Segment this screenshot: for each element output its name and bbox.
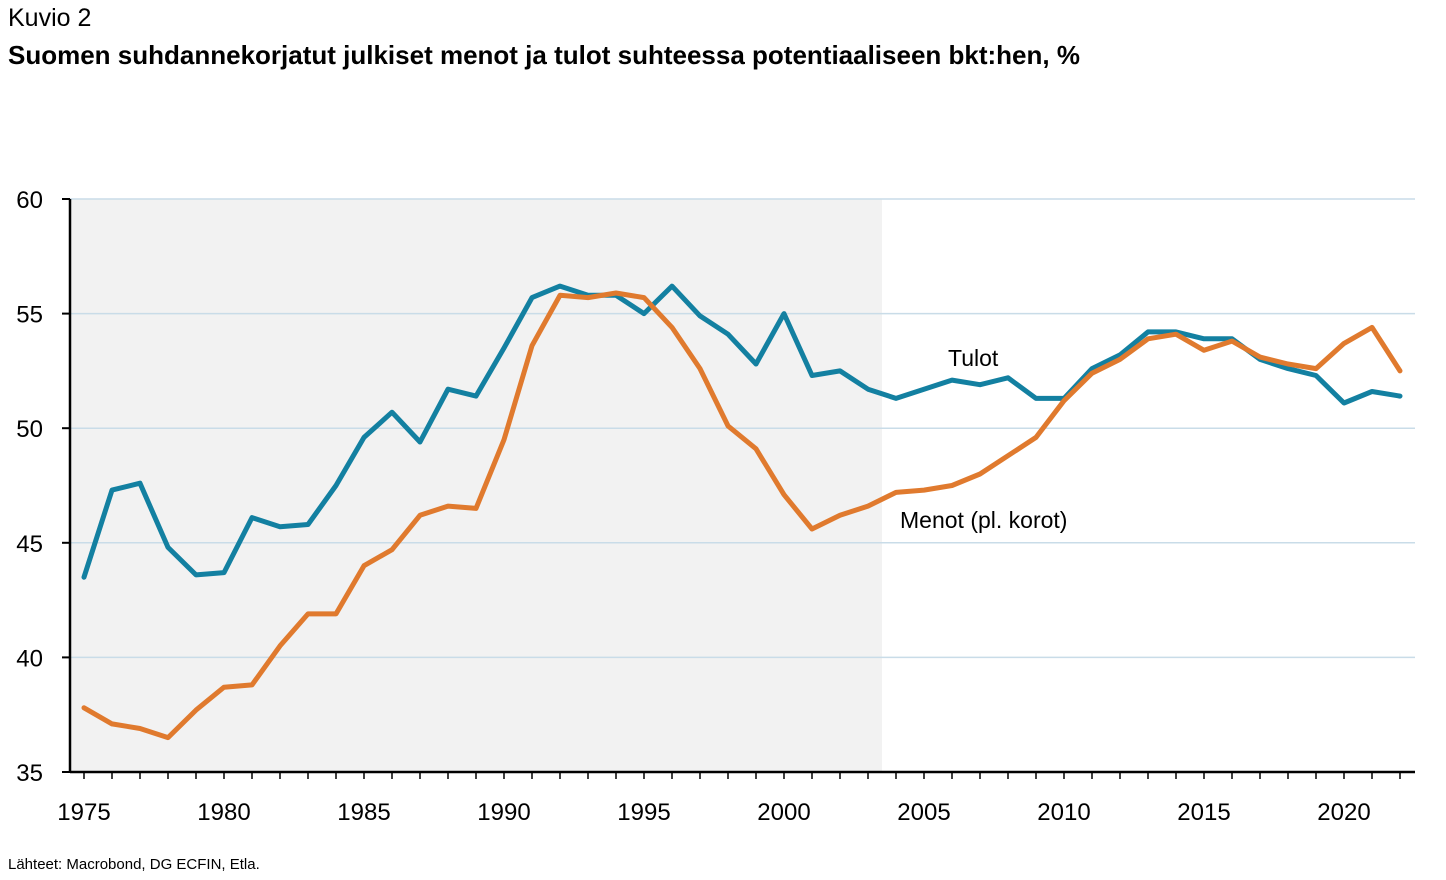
x-tick-label-1995: 1995 xyxy=(617,799,670,826)
series-label-menot: Menot (pl. korot) xyxy=(900,507,1067,533)
y-tick-label-60: 60 xyxy=(16,187,43,214)
series-line-menot xyxy=(81,290,1403,741)
series-lines xyxy=(81,283,1403,741)
y-tick-label-40: 40 xyxy=(16,645,43,672)
x-axis-ticks: 1975 1980 1985 1990 1995 2000 2005 2010 2015 2020 xyxy=(57,772,1401,826)
chart-title: Suomen suhdannekorjatut julkiset menot j… xyxy=(8,40,1080,70)
x-tick-label-1980: 1980 xyxy=(197,799,250,826)
y-axis-ticks: 35 40 45 50 55 60 xyxy=(16,187,70,787)
x-tick-label-1975: 1975 xyxy=(57,799,110,826)
x-tick-label-2010: 2010 xyxy=(1037,799,1090,826)
x-tick-label-1990: 1990 xyxy=(477,799,530,826)
y-tick-label-45: 45 xyxy=(16,531,43,558)
line-chart: 35 40 45 50 55 60 1975 1980 1985 1990 1995 2000 200… xyxy=(16,187,1415,826)
series-label-tulot: Tulot xyxy=(948,345,999,371)
y-tick-label-35: 35 xyxy=(16,760,43,787)
x-tick-label-1985: 1985 xyxy=(337,799,390,826)
x-tick-label-2000: 2000 xyxy=(757,799,810,826)
x-tick-label-2005: 2005 xyxy=(897,799,950,826)
y-tick-label-55: 55 xyxy=(16,302,43,329)
gridlines xyxy=(70,198,1415,659)
series-line-tulot xyxy=(81,283,1403,580)
source-note: Lähteet: Macrobond, DG ECFIN, Etla. xyxy=(8,856,260,873)
figure-kicker: Kuvio 2 xyxy=(8,4,92,32)
x-tick-label-2015: 2015 xyxy=(1177,799,1230,826)
axes xyxy=(68,199,1415,774)
x-tick-label-2020: 2020 xyxy=(1317,799,1370,826)
y-tick-label-50: 50 xyxy=(16,416,43,443)
shaded-period xyxy=(70,199,882,772)
